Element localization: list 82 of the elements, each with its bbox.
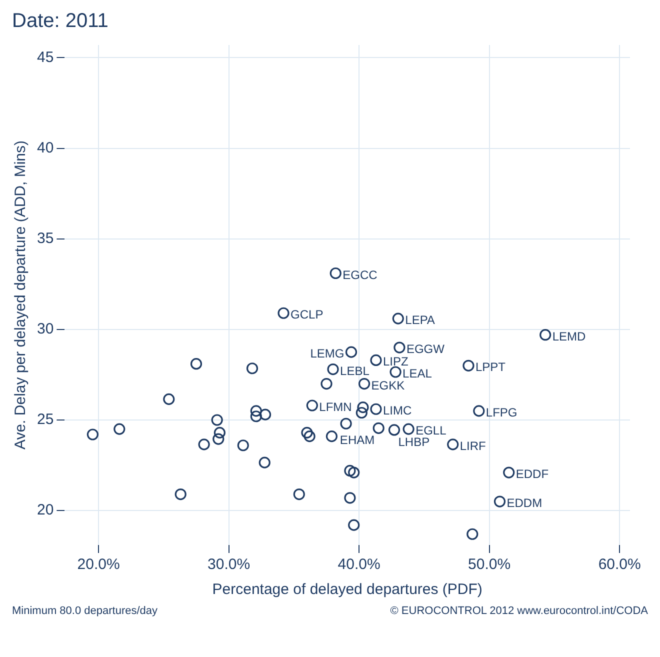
point: [250, 405, 262, 417]
point: [174, 488, 186, 500]
annotation: EHAM: [340, 433, 375, 448]
point: [394, 342, 406, 354]
point: [250, 410, 262, 422]
y-tick-label: 25: [36, 411, 54, 428]
point: [358, 378, 370, 390]
point: [293, 488, 305, 500]
point: [327, 363, 339, 376]
point: [278, 307, 290, 319]
point: [345, 346, 358, 358]
point: [190, 358, 202, 370]
point: [304, 430, 316, 442]
annotation: EGCC: [342, 268, 378, 282]
y-tick-label: 45: [36, 48, 54, 66]
point: [344, 492, 356, 504]
annotation: EDDM: [506, 496, 542, 510]
annotation: LEMD: [552, 329, 586, 344]
annotation: LPPT: [475, 360, 506, 374]
x-tick-label: 60.0%: [598, 556, 641, 574]
annotation: LEMG: [310, 346, 344, 361]
annotation: LIMC: [383, 404, 412, 418]
point: [214, 426, 226, 438]
annotation: LIPZ: [383, 354, 408, 369]
annotation: LFMN: [319, 400, 352, 414]
point: [198, 438, 210, 450]
point: [320, 378, 332, 390]
point: [356, 406, 368, 419]
point: [466, 528, 478, 540]
point: [348, 519, 360, 531]
y-tick-label: 30: [36, 320, 54, 338]
point: [86, 428, 98, 440]
point: [370, 354, 382, 366]
point: [259, 408, 272, 420]
point: [246, 362, 258, 374]
x-tick-label: 30.0%: [208, 556, 250, 574]
annotation: LEPA: [405, 313, 435, 328]
point: [330, 267, 342, 280]
point: [447, 438, 459, 450]
point: [340, 418, 352, 430]
point: [390, 366, 402, 378]
annotation: EGKK: [371, 378, 405, 392]
y-axis-title: Ave. Delay per delayed departure (ADD, Mins): [12, 140, 30, 450]
annotation: GCLP: [290, 308, 324, 322]
point: [388, 424, 400, 436]
point: [211, 414, 223, 426]
annotation: LFPG: [486, 405, 518, 420]
y-tick-label: 40: [36, 139, 54, 156]
point: [540, 329, 552, 341]
y-tick-label: 20: [36, 502, 54, 519]
x-axis-title: Percentage of delayed departures (PDF): [212, 581, 482, 598]
point: [258, 456, 270, 468]
point: [212, 433, 224, 445]
point: [503, 466, 515, 478]
annotation: LEAL: [402, 366, 432, 380]
annotation: LEBL: [340, 364, 370, 378]
text: Minimum 80.0 departures/day: [12, 605, 158, 617]
point: [326, 430, 338, 442]
x-tick-label: 40.0%: [338, 556, 380, 574]
chart-title: Date: 2011: [11, 9, 110, 33]
point: [237, 440, 249, 452]
point: [344, 464, 356, 477]
point: [301, 426, 313, 438]
point: [370, 403, 382, 415]
x-tick-label: 20.0%: [77, 556, 120, 574]
point: [402, 423, 414, 435]
y-tick-label: 35: [36, 230, 54, 247]
point: [306, 400, 318, 412]
x-tick-label: 50.0%: [468, 556, 511, 574]
point: [392, 312, 404, 324]
annotation: EDDF: [516, 467, 549, 482]
point: [372, 422, 384, 434]
point: [494, 496, 506, 508]
annotation: EGGW: [406, 342, 446, 356]
point: [462, 360, 474, 372]
point: [114, 423, 126, 435]
point: [163, 393, 175, 405]
point: [473, 405, 485, 417]
annotation: LIRF: [460, 438, 486, 453]
point: [357, 402, 369, 414]
text: © EUROCONTROL 2012 www.eurocontrol.int/CODA: [390, 605, 648, 617]
point: [348, 466, 360, 478]
